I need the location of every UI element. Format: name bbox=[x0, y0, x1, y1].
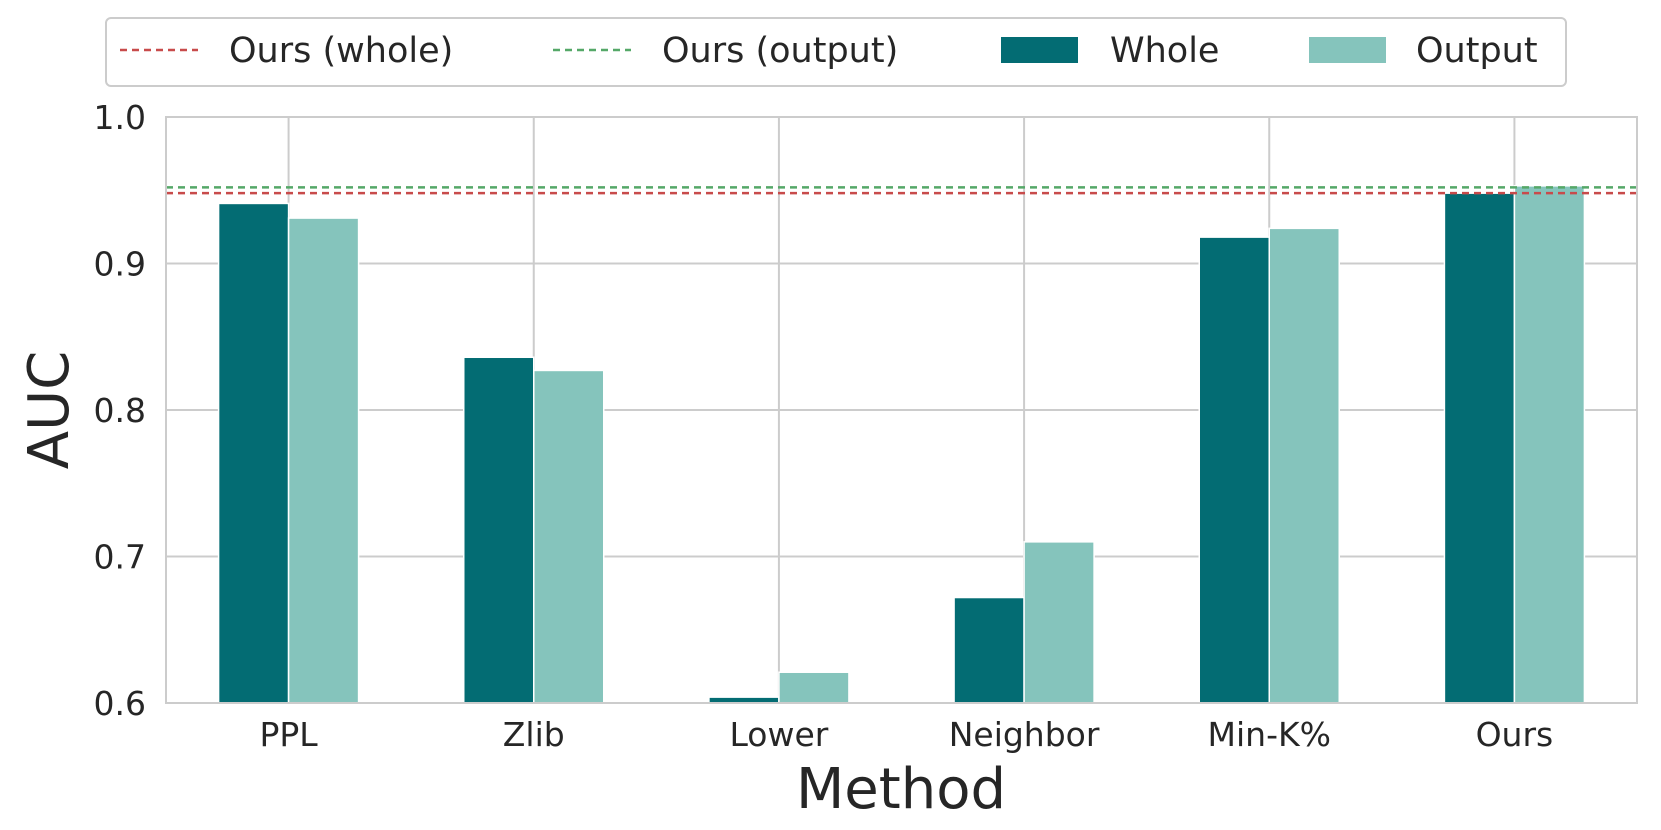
x-tick-label: Lower bbox=[729, 715, 828, 754]
legend-swatch-whole bbox=[1001, 37, 1078, 63]
bar-output-lower bbox=[778, 671, 850, 704]
x-tick-label: Min-K% bbox=[1208, 715, 1331, 754]
bar-output-zlib bbox=[533, 369, 605, 704]
bar-output-ours bbox=[1513, 185, 1586, 704]
x-tick-label: PPL bbox=[259, 715, 318, 754]
bar-whole-mink bbox=[1198, 236, 1270, 704]
x-tick-labels: PPL Zlib Lower Neighbor Min-K% Ours bbox=[259, 715, 1553, 754]
plot-frame bbox=[165, 116, 1638, 704]
bar-whole-ours bbox=[1443, 192, 1516, 704]
x-tick-label: Ours bbox=[1476, 715, 1554, 754]
legend-label-ours-whole: Ours (whole) bbox=[229, 31, 453, 71]
x-axis-title: Method bbox=[796, 757, 1006, 822]
bar-output-neighbor bbox=[1023, 541, 1095, 704]
x-tick-label: Zlib bbox=[503, 715, 565, 754]
legend: Ours (whole) Ours (output) Whole Output bbox=[105, 17, 1567, 87]
legend-label-output: Output bbox=[1416, 31, 1538, 71]
y-axis-title: AUC bbox=[17, 351, 82, 469]
y-tick-label: 0.8 bbox=[94, 391, 146, 430]
bar-output-ppl bbox=[287, 217, 360, 704]
legend-frame bbox=[105, 17, 1567, 87]
bars bbox=[217, 185, 1586, 704]
bar-output-mink bbox=[1268, 227, 1340, 704]
bar-whole-ppl bbox=[217, 202, 290, 704]
legend-swatch-output bbox=[1309, 37, 1386, 63]
y-tick-label: 0.9 bbox=[94, 245, 146, 284]
y-tick-label: 1.0 bbox=[94, 98, 146, 137]
y-tick-label: 0.7 bbox=[94, 538, 146, 577]
legend-label-whole: Whole bbox=[1110, 31, 1219, 71]
bar-whole-zlib bbox=[463, 356, 535, 704]
legend-label-ours-output: Ours (output) bbox=[662, 31, 898, 71]
reference-lines bbox=[166, 186, 1637, 195]
bar-whole-neighbor bbox=[953, 596, 1025, 704]
x-tick-label: Neighbor bbox=[949, 715, 1100, 754]
y-tick-labels: 0.6 0.7 0.8 0.9 1.0 bbox=[94, 98, 146, 723]
y-tick-label: 0.6 bbox=[94, 684, 146, 723]
